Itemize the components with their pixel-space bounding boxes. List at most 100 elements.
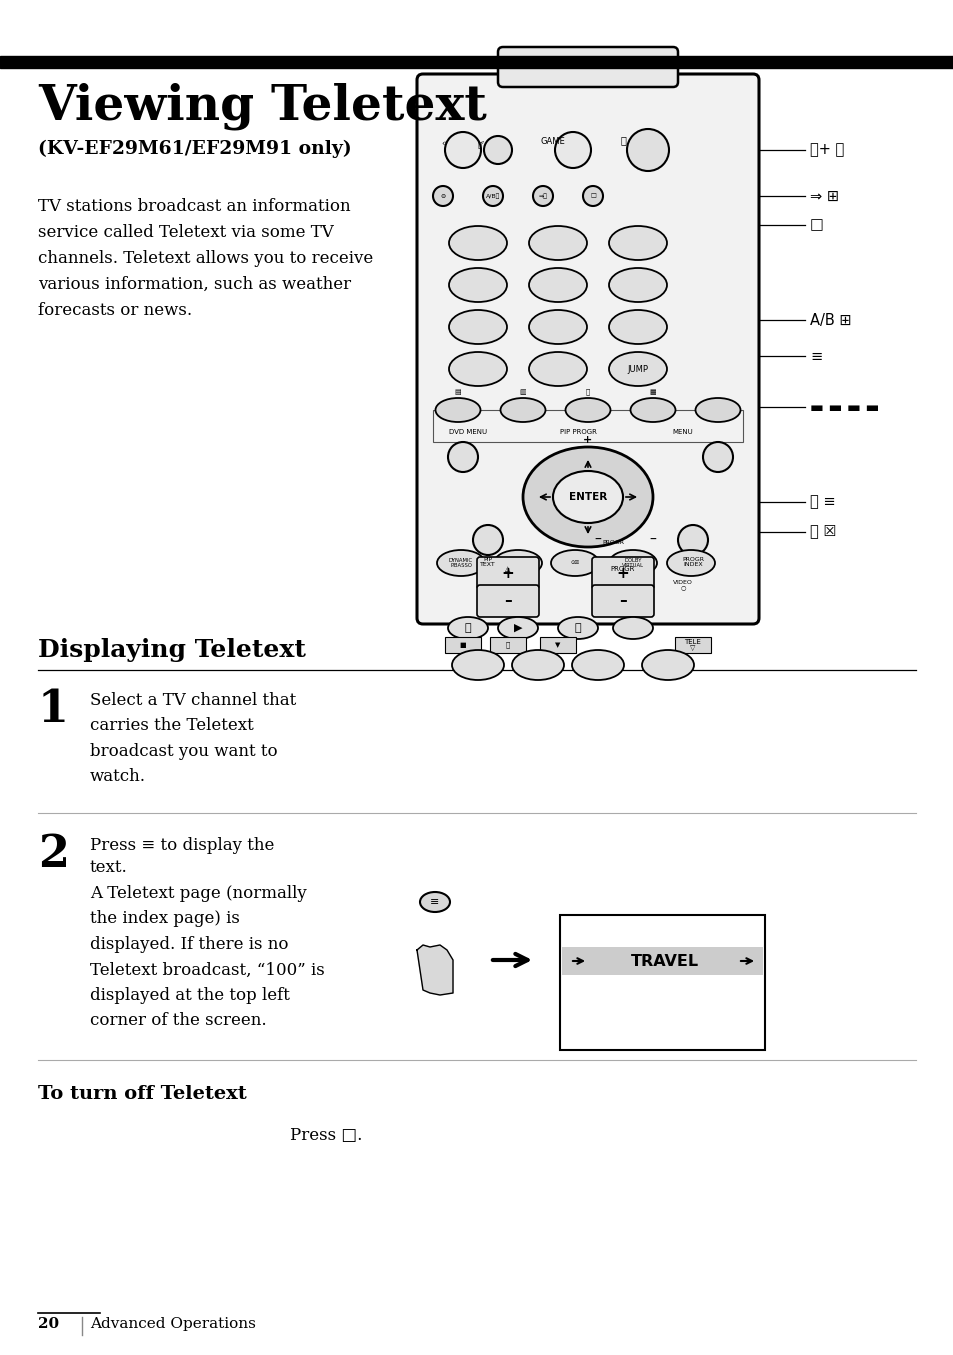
Text: PROGR
INDEX: PROGR INDEX <box>681 557 703 568</box>
Ellipse shape <box>630 398 675 421</box>
Text: ⏮: ⏮ <box>464 623 471 633</box>
Text: □: □ <box>590 194 596 198</box>
Circle shape <box>444 131 480 168</box>
Text: ⌚ ≡: ⌚ ≡ <box>809 495 835 509</box>
Text: ⊙☒: ⊙☒ <box>570 561 579 565</box>
Text: PROGR: PROGR <box>610 566 635 572</box>
Ellipse shape <box>608 310 666 344</box>
Ellipse shape <box>448 617 488 640</box>
Ellipse shape <box>497 617 537 640</box>
Text: –: – <box>649 533 656 547</box>
Text: A/B ⊞: A/B ⊞ <box>809 313 851 328</box>
Bar <box>444 637 480 653</box>
Text: +: + <box>616 565 629 580</box>
Ellipse shape <box>449 268 506 302</box>
Text: ■: ■ <box>459 642 466 648</box>
Circle shape <box>473 524 502 556</box>
Circle shape <box>448 442 477 472</box>
Circle shape <box>482 186 502 206</box>
Text: –: – <box>618 593 626 608</box>
Ellipse shape <box>494 550 541 576</box>
Text: □: □ <box>809 218 823 233</box>
Bar <box>559 915 764 1050</box>
Text: Displaying Teletext: Displaying Teletext <box>38 638 306 663</box>
Text: PIP PROGR: PIP PROGR <box>559 430 596 435</box>
Text: ‹›: ‹› <box>441 140 448 149</box>
Text: PROGR: PROGR <box>601 541 623 546</box>
Circle shape <box>582 186 602 206</box>
FancyBboxPatch shape <box>497 47 678 87</box>
Text: ENTER: ENTER <box>568 492 606 501</box>
Circle shape <box>483 136 512 164</box>
Text: Press ≡ to display the: Press ≡ to display the <box>90 837 274 854</box>
Text: ⓘ+ ⓖ: ⓘ+ ⓖ <box>809 142 843 157</box>
Text: –: – <box>594 533 600 547</box>
Text: TRAVEL: TRAVEL <box>630 954 699 969</box>
Text: ⊖: ⊖ <box>440 194 445 198</box>
Text: ⓕ⁷: ⓕ⁷ <box>477 140 484 148</box>
FancyBboxPatch shape <box>476 557 538 589</box>
Text: DOLBY
VIRTUAL: DOLBY VIRTUAL <box>621 558 643 568</box>
Ellipse shape <box>452 650 503 680</box>
Bar <box>490 637 525 653</box>
Ellipse shape <box>435 398 480 421</box>
Text: Press □.: Press □. <box>290 1127 362 1144</box>
Text: ⌚ ☒: ⌚ ☒ <box>809 524 836 539</box>
Ellipse shape <box>608 352 666 386</box>
Circle shape <box>555 131 590 168</box>
Text: JUMP: JUMP <box>627 364 648 374</box>
Text: VIDEO
○: VIDEO ○ <box>673 580 692 591</box>
Text: Select a TV channel that
carries the Teletext
broadcast you want to
watch.: Select a TV channel that carries the Tel… <box>90 692 296 786</box>
Ellipse shape <box>551 550 598 576</box>
Ellipse shape <box>529 352 586 386</box>
Text: –: – <box>503 593 512 608</box>
Text: ≡: ≡ <box>809 348 821 363</box>
Text: △: △ <box>505 566 510 572</box>
Bar <box>561 947 762 976</box>
Text: DYNAMIC
P.BASSO: DYNAMIC P.BASSO <box>449 558 473 568</box>
Text: PIP
TEXT: PIP TEXT <box>479 557 496 568</box>
Ellipse shape <box>449 310 506 344</box>
Ellipse shape <box>449 352 506 386</box>
Text: ⓒ: ⓒ <box>585 389 590 396</box>
Text: ▤: ▤ <box>455 389 461 396</box>
Text: 2: 2 <box>38 833 69 875</box>
Bar <box>539 637 576 653</box>
Text: ▼: ▼ <box>555 642 560 648</box>
Text: (KV-EF29M61/EF29M91 only): (KV-EF29M61/EF29M91 only) <box>38 140 352 159</box>
Bar <box>0 56 953 68</box>
FancyBboxPatch shape <box>416 75 759 625</box>
Text: ⏸: ⏸ <box>505 642 510 648</box>
Text: GAME: GAME <box>540 137 565 146</box>
Ellipse shape <box>572 650 623 680</box>
Ellipse shape <box>666 550 714 576</box>
Circle shape <box>678 524 707 556</box>
Ellipse shape <box>512 650 563 680</box>
Ellipse shape <box>419 892 450 912</box>
Text: ▥: ▥ <box>519 389 526 396</box>
FancyBboxPatch shape <box>592 557 654 589</box>
Ellipse shape <box>553 472 622 523</box>
Ellipse shape <box>529 268 586 302</box>
Ellipse shape <box>529 226 586 260</box>
FancyBboxPatch shape <box>592 585 654 617</box>
Text: ▦: ▦ <box>649 389 656 396</box>
Text: ⏭: ⏭ <box>574 623 580 633</box>
Text: ⏻: ⏻ <box>619 136 625 145</box>
Ellipse shape <box>565 398 610 421</box>
Ellipse shape <box>529 310 586 344</box>
Text: A/Bⓓ: A/Bⓓ <box>485 194 499 199</box>
Circle shape <box>533 186 553 206</box>
Text: TV stations broadcast an information
service called Teletext via some TV
channel: TV stations broadcast an information ser… <box>38 198 373 320</box>
Ellipse shape <box>522 447 652 547</box>
Bar <box>433 411 742 442</box>
FancyBboxPatch shape <box>476 585 538 617</box>
Text: Advanced Operations: Advanced Operations <box>90 1317 255 1331</box>
Ellipse shape <box>449 226 506 260</box>
Ellipse shape <box>608 550 657 576</box>
Text: ≡: ≡ <box>430 897 439 906</box>
Text: +: + <box>501 565 514 580</box>
Ellipse shape <box>613 617 652 640</box>
Text: ⇒ ⊞: ⇒ ⊞ <box>809 188 839 203</box>
Text: MENU: MENU <box>672 430 693 435</box>
